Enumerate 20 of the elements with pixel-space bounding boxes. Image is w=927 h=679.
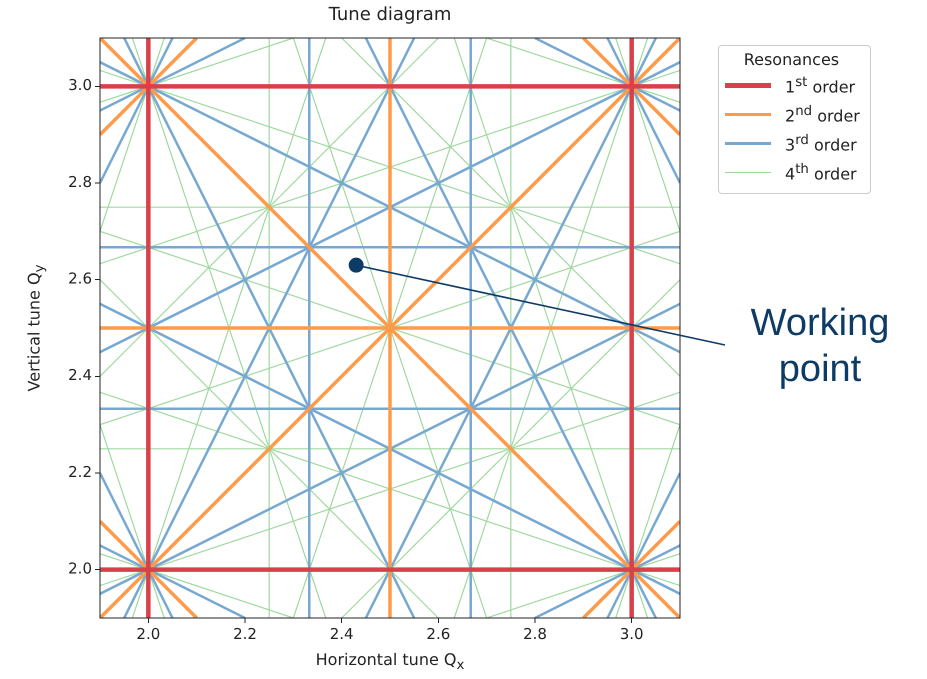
annotation: Working point — [750, 301, 890, 392]
x-tick-label: 2.4 — [330, 624, 354, 643]
x-tick-label: 2.0 — [136, 624, 160, 643]
x-tick-label: 2.6 — [426, 624, 450, 643]
y-tick-label: 2.2 — [68, 462, 92, 481]
legend-label: 2$^{nd}$ order — [785, 104, 860, 126]
legend-title: Resonances — [742, 50, 840, 69]
y-tick-label: 2.0 — [68, 560, 92, 578]
x-axis-title: Horizontal tune Q$_{x}$ — [314, 650, 466, 674]
legend-label: 3$^{rd}$ order — [785, 132, 857, 154]
x-tick-label: 2.8 — [523, 624, 547, 643]
y-tick-label: 2.6 — [68, 270, 92, 288]
legend-label: 1$^{st}$ order — [785, 74, 856, 96]
x-tick-label: 3.0 — [620, 624, 644, 643]
x-tick-label: 2.2 — [233, 624, 257, 643]
legend-label: 4$^{th}$ order — [785, 162, 857, 184]
y-tick-label: 3.0 — [68, 76, 92, 94]
chart-title: Tune diagram — [328, 4, 452, 25]
y-tick-label: 2.8 — [68, 172, 92, 191]
y-tick-label: 2.4 — [68, 366, 92, 384]
